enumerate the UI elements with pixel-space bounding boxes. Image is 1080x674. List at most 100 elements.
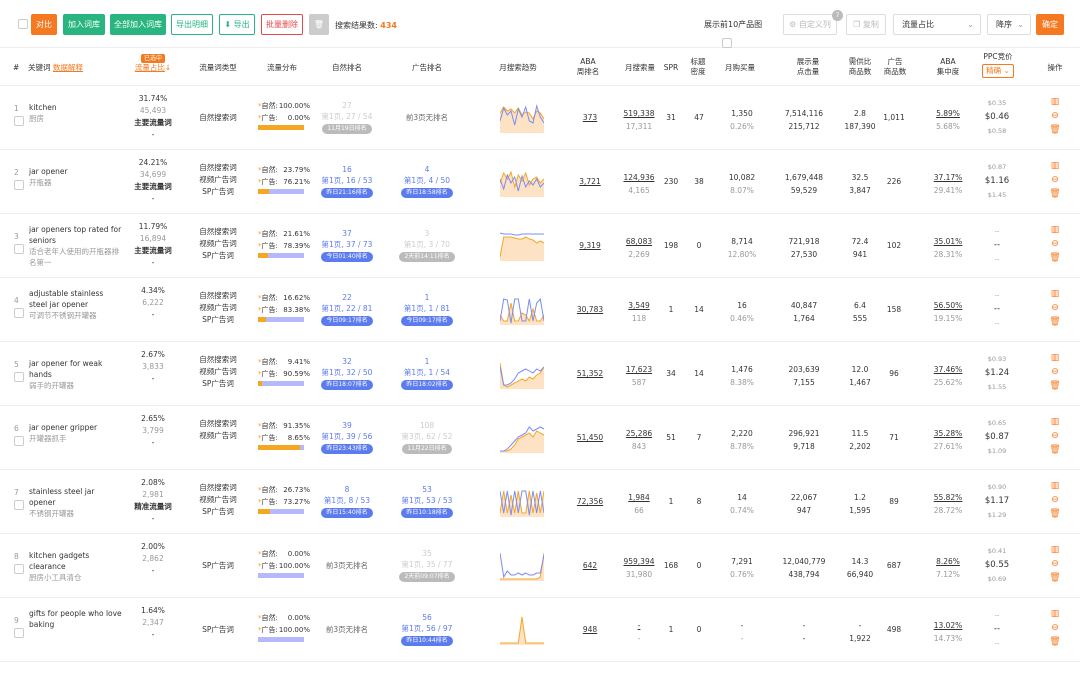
bar-chart-icon[interactable]: ▥ [1050, 289, 1060, 299]
aba-rank-value[interactable]: 9,319 [579, 241, 601, 250]
keyword-text[interactable]: jar opener [29, 167, 68, 176]
aba-rank-value[interactable]: 51,450 [576, 433, 604, 442]
more-icon[interactable]: ⊖ [1051, 623, 1059, 633]
more-icon[interactable]: ⊖ [1051, 111, 1059, 121]
monthly-search-value[interactable]: 519,338 [623, 109, 655, 118]
keyword-text[interactable]: gifts for people who love baking [29, 609, 122, 629]
bar-chart-icon[interactable]: ▥ [1050, 417, 1060, 427]
bar-chart-icon[interactable]: ▥ [1050, 545, 1060, 555]
delete-icon[interactable]: 🗑 [1049, 381, 1061, 391]
aba-conc-value[interactable]: 55.82% [933, 493, 963, 502]
aba-conc-value[interactable]: 35.01% [933, 237, 963, 246]
export-detail-button[interactable]: 导出明细 [171, 14, 213, 35]
aba-conc-value[interactable]: 37.17% [933, 173, 963, 182]
monthly-trend-chart[interactable] [500, 423, 544, 453]
aba-conc-value[interactable]: 37.46% [933, 365, 963, 374]
row-checkbox[interactable] [14, 244, 24, 254]
row-checkbox[interactable] [14, 628, 24, 638]
more-icon[interactable]: ⊖ [1051, 559, 1059, 569]
delete-icon[interactable]: 🗑 [1049, 189, 1061, 199]
table-row[interactable]: 7 stainless steel jar opener 不锈钢开罐器 2.08% 2,… [0, 470, 1080, 534]
aba-rank-value[interactable]: 3,721 [579, 177, 601, 186]
compare-button[interactable]: 对比 [31, 14, 57, 35]
aba-rank-value[interactable]: 373 [582, 113, 598, 122]
delete-icon[interactable]: 🗑 [1049, 253, 1061, 263]
export-button[interactable]: ⬇ 导出 [219, 14, 255, 35]
sort-order-select[interactable]: 降序 ⌄ [987, 14, 1031, 35]
add-all-to-library-button[interactable]: 全部加入词库 [110, 14, 166, 35]
aba-rank-value[interactable]: 30,783 [576, 305, 604, 314]
select-all-checkbox[interactable] [18, 19, 28, 29]
delete-icon[interactable]: 🗑 [1049, 445, 1061, 455]
table-row[interactable]: 8 kitchen gadgets clearance 厨房小工具清仓 2.00% 2,… [0, 534, 1080, 598]
more-icon[interactable]: ⊖ [1051, 239, 1059, 249]
aba-rank-value[interactable]: 72,356 [576, 497, 604, 506]
monthly-search-value[interactable]: 124,936 [623, 173, 655, 182]
bar-chart-icon[interactable]: ▥ [1050, 481, 1060, 491]
monthly-search-value[interactable]: 959,394 [623, 557, 655, 566]
keyword-text[interactable]: adjustable stainless steel jar opener [29, 289, 104, 309]
row-checkbox[interactable] [14, 308, 24, 318]
header-traffic-share[interactable]: 已选中 流量占比↓ [130, 54, 176, 73]
confirm-button[interactable]: 确定 [1036, 14, 1064, 35]
monthly-trend-chart[interactable] [500, 295, 544, 325]
trash-icon[interactable]: 🗑 [309, 14, 329, 35]
top10-toggle[interactable]: 展示前10产品图 [704, 19, 762, 48]
row-checkbox[interactable] [14, 436, 24, 446]
bar-chart-icon[interactable]: ▥ [1050, 225, 1060, 235]
monthly-search-value[interactable]: 17,623 [625, 365, 653, 374]
ppc-mode-select[interactable]: 精确 ⌄ [982, 64, 1014, 78]
more-icon[interactable]: ⊖ [1051, 367, 1059, 377]
bar-chart-icon[interactable]: ▥ [1050, 609, 1060, 619]
more-icon[interactable]: ⊖ [1051, 495, 1059, 505]
custom-columns-button[interactable]: ⚙ 自定义列 [783, 14, 837, 35]
more-icon[interactable]: ⊖ [1051, 175, 1059, 185]
delete-icon[interactable]: 🗑 [1049, 317, 1061, 327]
aba-conc-value[interactable]: 8.26% [936, 557, 960, 566]
keyword-text[interactable]: jar openers top rated for seniors [29, 225, 122, 245]
monthly-trend-chart[interactable] [500, 167, 544, 197]
keyword-text[interactable]: jar opener for weak hands [29, 359, 103, 379]
row-checkbox[interactable] [14, 116, 24, 126]
delete-icon[interactable]: 🗑 [1049, 637, 1061, 647]
bar-chart-icon[interactable]: ▥ [1050, 97, 1060, 107]
delete-icon[interactable]: 🗑 [1049, 573, 1061, 583]
monthly-search-value[interactable]: - [637, 621, 641, 630]
sort-field-select[interactable]: 流量占比 ⌄ [893, 14, 981, 35]
monthly-search-value[interactable]: 3,549 [628, 301, 650, 310]
table-row[interactable]: 9 gifts for people who love baking 1.64% 2,… [0, 598, 1080, 662]
keyword-text[interactable]: kitchen [29, 103, 57, 112]
copy-button[interactable]: ❐ 复制 [846, 14, 886, 35]
top10-checkbox[interactable] [722, 38, 732, 48]
keyword-text[interactable]: jar opener gripper [29, 423, 98, 432]
row-checkbox[interactable] [14, 372, 24, 382]
aba-conc-value[interactable]: 5.89% [936, 109, 960, 118]
batch-delete-button[interactable]: 批量删除 [261, 14, 303, 35]
monthly-search-value[interactable]: 68,083 [625, 237, 653, 246]
table-row[interactable]: 4 adjustable stainless steel jar opener 可调… [0, 278, 1080, 342]
monthly-trend-chart[interactable] [500, 487, 544, 517]
data-explain-link[interactable]: 数据解释 [52, 63, 83, 72]
monthly-search-value[interactable]: 1,984 [628, 493, 650, 502]
aba-conc-value[interactable]: 56.50% [933, 301, 963, 310]
more-icon[interactable]: ⊖ [1051, 431, 1059, 441]
bar-chart-icon[interactable]: ▥ [1050, 161, 1060, 171]
row-checkbox[interactable] [14, 564, 24, 574]
aba-conc-value[interactable]: 35.28% [933, 429, 963, 438]
row-checkbox[interactable] [14, 500, 24, 510]
table-row[interactable]: 6 jar opener gripper 开罐器抓手 2.65% 3,799 - 自然搜索词… [0, 406, 1080, 470]
table-row[interactable]: 1 kitchen 厨房 31.74% 45,493 主要流量词 - 自然搜索词 *自然: 10… [0, 86, 1080, 150]
delete-icon[interactable]: 🗑 [1049, 509, 1061, 519]
add-to-library-button[interactable]: 加入词库 [63, 14, 105, 35]
table-row[interactable]: 5 jar opener for weak hands 弱手的开罐器 2.67% 3,8… [0, 342, 1080, 406]
table-row[interactable]: 2 jar opener 开瓶器 24.21% 34,699 主要流量词 - 自然搜索词 视频广… [0, 150, 1080, 214]
row-checkbox[interactable] [14, 180, 24, 190]
bar-chart-icon[interactable]: ▥ [1050, 353, 1060, 363]
monthly-trend-chart[interactable] [500, 359, 544, 389]
more-icon[interactable]: ⊖ [1051, 303, 1059, 313]
monthly-trend-chart[interactable] [500, 103, 544, 133]
keyword-text[interactable]: stainless steel jar opener [29, 487, 95, 507]
aba-rank-value[interactable]: 51,352 [576, 369, 604, 378]
delete-icon[interactable]: 🗑 [1049, 125, 1061, 135]
monthly-trend-chart[interactable] [500, 551, 544, 581]
